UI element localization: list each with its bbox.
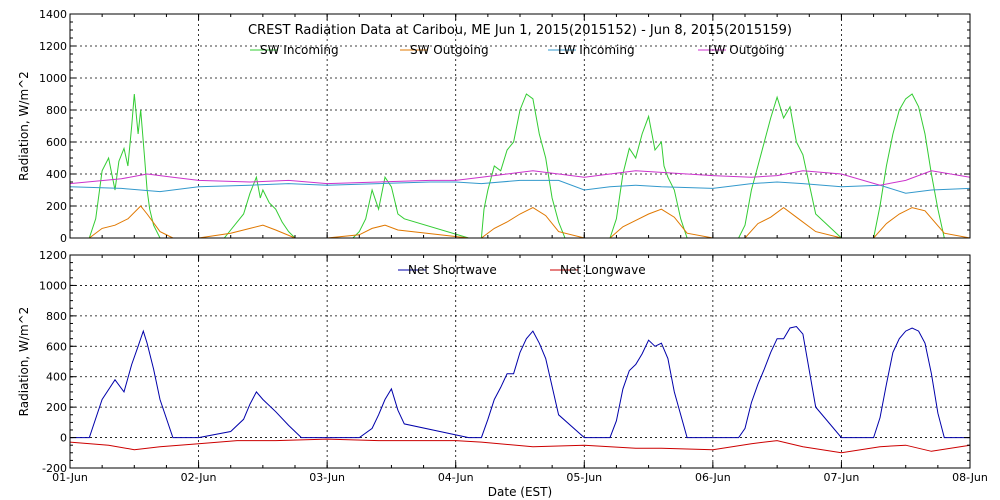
y-tick-label: -200 [42,462,67,475]
panel-top-shortwave-longwave: 0 200 400 600 800 1000 1200 1400 Radiation, W/m^… [17,8,971,245]
y-tick-label: 1000 [39,72,67,85]
y-tick-label: 200 [46,401,67,414]
x-tick-label: 08-Jun [952,471,988,484]
panel-bottom-net-radiation: -200 0 200 400 600 800 1000 1200 01-Jun 02-Jun 03-… [17,249,988,499]
y-tick-label: 800 [46,104,67,117]
legend-label: LW Outgoing [708,43,785,57]
y-tick-label: 1000 [39,279,67,292]
legend-label: LW Incoming [558,43,635,57]
x-tick-label: 06-Jun [695,471,731,484]
legend-label: Net Longwave [560,263,646,277]
y-tick-label: 400 [46,371,67,384]
y-tick-label: 0 [60,232,67,245]
x-tick-label: 01-Jun [52,471,88,484]
y-axis-title: Radiation, W/m^2 [17,307,31,417]
x-axis-title: Date (EST) [488,485,552,499]
plot-frame [69,13,971,239]
chart-title: CREST Radiation Data at Caribou, ME Jun … [248,23,792,38]
y-tick-label: 800 [46,310,67,323]
x-tick-label: 07-Jun [824,471,860,484]
series-line-lw-outgoing [69,170,971,186]
series-line-lw-incoming [69,179,971,194]
series-line-net-longwave [69,438,971,454]
series-line-net-shortwave [70,325,970,439]
y-tick-label: 600 [46,340,67,353]
y-tick-label: 200 [46,200,67,213]
y-tick-label: 600 [46,136,67,149]
x-tick-label: 04-Jun [438,471,474,484]
series-line-sw-incoming [70,93,970,239]
x-tick-label: 03-Jun [309,471,345,484]
series-line-sw-outgoing [70,205,971,239]
y-axis-title: Radiation, W/m^2 [17,71,31,181]
y-tick-label: 1400 [39,8,67,21]
y-tick-label: 400 [46,168,67,181]
x-tick-label: 05-Jun [566,471,602,484]
legend-label: SW Incoming [260,43,339,57]
x-tick-label: 02-Jun [181,471,217,484]
y-tick-label: 1200 [39,40,67,53]
legend-label: SW Outgoing [410,43,489,57]
legend-label: Net Shortwave [408,263,497,277]
y-tick-label: 0 [60,432,67,445]
y-tick-label: 1200 [39,249,67,262]
